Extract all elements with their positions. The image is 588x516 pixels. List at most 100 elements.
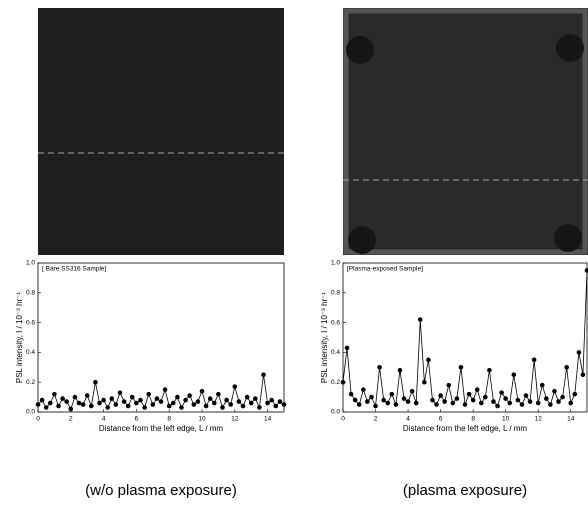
data-point [499, 390, 504, 395]
data-point [273, 403, 279, 409]
data-point [466, 391, 472, 397]
data-point [405, 399, 411, 404]
x-tick-label: 4 [406, 416, 410, 423]
data-point [560, 394, 565, 400]
data-point [344, 345, 350, 351]
data-point [76, 400, 82, 406]
data-point [228, 402, 233, 407]
data-point [430, 397, 435, 403]
data-point [377, 365, 382, 370]
data-point [556, 399, 561, 404]
data-point [519, 402, 525, 407]
data-point [422, 379, 427, 385]
data-point [361, 387, 366, 392]
annotation: [ Bare SS316 Sample] [42, 266, 107, 273]
x-tick-label: 8 [167, 416, 171, 423]
data-point [548, 402, 553, 407]
data-point [450, 400, 456, 406]
data-point [483, 394, 488, 400]
x-tick-label: 6 [135, 416, 139, 423]
y-tick-label: 1.0 [26, 260, 35, 267]
data-point [105, 405, 110, 410]
data-point [64, 399, 69, 404]
data-point [253, 396, 258, 401]
data-point [125, 403, 131, 409]
x-tick-label: 4 [102, 416, 106, 423]
data-point [216, 391, 221, 397]
data-point [72, 394, 78, 400]
data-point [187, 393, 192, 398]
data-point [195, 399, 201, 404]
psl-image [38, 8, 284, 255]
data-point [478, 400, 484, 406]
data-point [474, 387, 480, 392]
data-point [409, 388, 415, 394]
data-point [232, 384, 238, 389]
data-point [576, 350, 582, 355]
x-tick-label: 2 [69, 416, 73, 423]
spot [556, 34, 584, 62]
data-point [458, 365, 464, 370]
data-point [535, 400, 541, 406]
caption: (plasma exposure) [403, 482, 527, 499]
data-point [138, 397, 143, 403]
x-tick-label: 12 [535, 416, 543, 423]
data-point [257, 405, 262, 410]
data-point [113, 402, 119, 407]
data-point [269, 397, 275, 403]
data-point [93, 379, 98, 385]
data-point [369, 394, 374, 400]
data-point [523, 393, 529, 398]
y-tick-label: 0.0 [331, 409, 340, 416]
data-point [470, 397, 476, 403]
y-tick-label: 0.2 [26, 379, 35, 386]
x-tick-label: 14 [264, 416, 272, 423]
data-point [438, 393, 443, 398]
data-point [487, 367, 492, 373]
data-point [248, 400, 254, 406]
data-point [84, 393, 90, 398]
y-tick-label: 0.4 [331, 349, 340, 356]
data-point [281, 402, 287, 407]
spot [346, 36, 374, 64]
data-point [385, 400, 391, 406]
plot-frame [37, 262, 285, 413]
data-point [413, 400, 419, 406]
data-point [356, 402, 362, 407]
data-line [342, 270, 588, 408]
data-point [244, 394, 250, 400]
y-tick-label: 0.6 [331, 319, 340, 326]
data-point [417, 317, 423, 322]
data-point [212, 400, 217, 406]
data-point [150, 402, 156, 407]
data-point [584, 268, 588, 273]
data-point [261, 372, 266, 378]
data-point [552, 388, 557, 394]
data-point [191, 402, 197, 407]
y-tick-label: 0.8 [26, 290, 35, 297]
data-point [146, 391, 151, 397]
data-point [568, 400, 574, 406]
y-tick-label: 0.4 [26, 349, 35, 356]
data-point [352, 397, 358, 403]
data-point [60, 396, 65, 401]
data-point [277, 399, 283, 404]
data-point [539, 382, 545, 388]
data-point [507, 400, 513, 406]
data-point [434, 402, 439, 407]
data-line [37, 374, 285, 411]
data-point [491, 399, 496, 404]
data-point [580, 372, 586, 378]
data-point [503, 396, 508, 401]
data-point [236, 399, 242, 404]
x-tick-label: 0 [341, 416, 345, 423]
y-tick-label: 0.0 [26, 409, 35, 416]
plot-frame [342, 262, 588, 413]
data-point [348, 391, 354, 397]
data-point [207, 396, 213, 401]
data-point [397, 367, 403, 373]
data-point [224, 397, 229, 403]
data-point [495, 403, 500, 409]
data-point [97, 400, 102, 406]
